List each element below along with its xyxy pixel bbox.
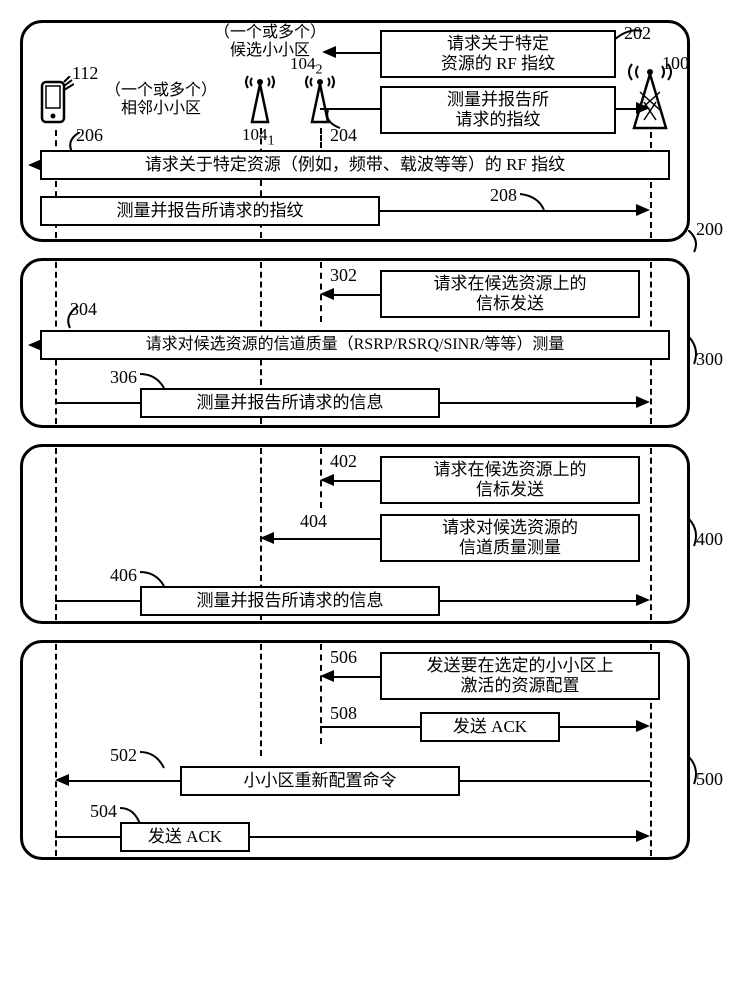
leader-304 — [64, 306, 84, 330]
leader-300 — [688, 336, 702, 366]
arrowhead-506 — [320, 670, 334, 682]
arrowhead-502 — [55, 774, 69, 786]
msg-508-text: 发送 ACK — [453, 717, 527, 737]
msg-202-text: 请求关于特定资源的 RF 指纹 — [441, 34, 555, 73]
msg-306-text: 测量并报告所请求的信息 — [197, 393, 384, 413]
leader-204 — [324, 110, 348, 130]
msg-208-text: 测量并报告所请求的指纹 — [117, 201, 304, 221]
ref-302: 302 — [330, 266, 357, 286]
leader-502 — [140, 750, 168, 770]
msg-206: 请求关于特定资源（例如，频带、载波等等）的 RF 指纹 — [40, 150, 670, 180]
arrowhead-202 — [322, 46, 336, 58]
arrow-506 — [332, 676, 380, 678]
lifeline-enb — [650, 132, 652, 238]
arrow-404 — [272, 538, 380, 540]
arrow-208 — [380, 210, 640, 212]
msg-406: 测量并报告所请求的信息 — [140, 586, 440, 616]
lifeline-cell2 — [320, 128, 322, 148]
label-neighbor-cells: （一个或多个）相邻小小区 — [96, 82, 226, 117]
msg-506: 发送要在选定的小小区上激活的资源配置 — [380, 652, 660, 700]
ref-104-1: 1041 — [242, 126, 275, 149]
lifeline-enb-400 — [650, 448, 652, 620]
msg-202: 请求关于特定资源的 RF 指纹 — [380, 30, 616, 78]
arrow-306r — [440, 402, 640, 404]
smallcell1-icon — [240, 68, 280, 128]
msg-304-text: 请求对候选资源的信道质量（RSRP/RSRQ/SINR/等等）测量 — [146, 336, 565, 354]
msg-402: 请求在候选资源上的信标发送 — [380, 456, 640, 504]
arrowhead-206 — [28, 159, 42, 171]
msg-506-text: 发送要在选定的小小区上激活的资源配置 — [427, 656, 614, 695]
msg-402-text: 请求在候选资源上的信标发送 — [434, 460, 587, 499]
msg-404: 请求对候选资源的信道质量测量 — [380, 514, 640, 562]
arrowhead-204 — [636, 102, 650, 114]
arrowhead-504 — [636, 830, 650, 842]
msg-508: 发送 ACK — [420, 712, 560, 742]
arrowhead-302 — [320, 288, 334, 300]
msg-504: 发送 ACK — [120, 822, 250, 852]
arrow-306l — [55, 402, 140, 404]
label-candidate-cells: （一个或多个）候选小小区 — [200, 24, 340, 59]
msg-406-text: 测量并报告所请求的信息 — [197, 591, 384, 611]
leader-400 — [688, 518, 702, 548]
lifeline-cell2-500 — [320, 644, 322, 744]
arrowhead-208 — [636, 204, 650, 216]
lifeline-cell1-500 — [260, 644, 262, 756]
ref-208: 208 — [490, 186, 517, 206]
arrow-508r — [560, 726, 640, 728]
arrowhead-306 — [636, 396, 650, 408]
ue-icon — [36, 76, 74, 130]
msg-504-text: 发送 ACK — [148, 827, 222, 847]
msg-304: 请求对候选资源的信道质量（RSRP/RSRQ/SINR/等等）测量 — [40, 330, 670, 360]
msg-502: 小小区重新配置命令 — [180, 766, 460, 796]
ref-508: 508 — [330, 704, 357, 724]
ref-502: 502 — [110, 746, 137, 766]
msg-204: 测量并报告所请求的指纹 — [380, 86, 616, 134]
arrow-508l — [320, 726, 420, 728]
arrow-402 — [332, 480, 380, 482]
ref-306: 306 — [110, 368, 137, 388]
arrow-302 — [332, 294, 380, 296]
arrow-202 — [334, 52, 380, 54]
msg-306: 测量并报告所请求的信息 — [140, 388, 440, 418]
msg-302-text: 请求在候选资源上的信标发送 — [434, 274, 587, 313]
leader-500 — [688, 756, 702, 786]
arrow-406l — [55, 600, 140, 602]
lifeline-ue-400 — [55, 448, 57, 620]
sequence-diagram: 200 112 （一个或多个）相邻小小区 1041 1042 （一个或多个）候选… — [10, 10, 724, 990]
ref-406: 406 — [110, 566, 137, 586]
arrowhead-508 — [636, 720, 650, 732]
ref-404: 404 — [300, 512, 327, 532]
leader-200 — [688, 230, 702, 254]
leader-202 — [614, 28, 644, 42]
arrow-504l — [55, 836, 120, 838]
msg-204-text: 测量并报告所请求的指纹 — [447, 90, 549, 129]
ref-112: 112 — [72, 64, 98, 84]
msg-206-text: 请求关于特定资源（例如，频带、载波等等）的 RF 指纹 — [145, 155, 565, 175]
arrowhead-402 — [320, 474, 334, 486]
arrowhead-406 — [636, 594, 650, 606]
arrow-502l — [67, 780, 180, 782]
msg-302: 请求在候选资源上的信标发送 — [380, 270, 640, 318]
ref-506: 506 — [330, 648, 357, 668]
msg-502-text: 小小区重新配置命令 — [244, 771, 397, 791]
arrowhead-404 — [260, 532, 274, 544]
leader-208 — [520, 192, 548, 212]
arrow-502r — [460, 780, 650, 782]
ref-504: 504 — [90, 802, 117, 822]
arrow-504r — [250, 836, 640, 838]
ref-100: 100 — [662, 54, 689, 74]
ref-402: 402 — [330, 452, 357, 472]
msg-208: 测量并报告所请求的指纹 — [40, 196, 380, 226]
msg-404-text: 请求对候选资源的信道质量测量 — [442, 518, 578, 557]
arrow-406r — [440, 600, 640, 602]
arrowhead-304 — [28, 339, 42, 351]
lifeline-ue-500 — [55, 644, 57, 856]
